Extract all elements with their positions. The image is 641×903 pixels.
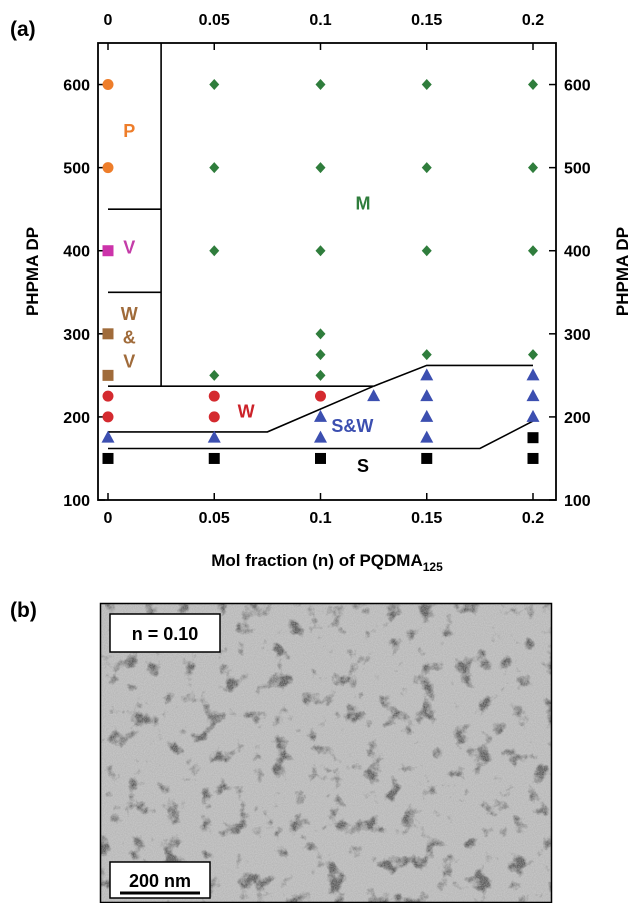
data-point-triangle: [420, 430, 434, 443]
data-point-diamond: [421, 349, 432, 361]
data-point-diamond: [209, 369, 220, 381]
region-label: V: [123, 238, 135, 258]
plot-frame: [97, 42, 557, 501]
data-point-square: [527, 452, 539, 464]
data-point-square: [315, 452, 326, 464]
micrograph-label: n = 0.10: [132, 624, 199, 644]
region-label: P: [123, 121, 135, 141]
y-tick-label-left: 100: [63, 493, 90, 510]
tem-micrograph: n = 0.10 200 nm: [99, 602, 553, 903]
data-point-diamond: [315, 79, 326, 91]
data-point-diamond: [209, 245, 220, 257]
data-point-square: [102, 245, 114, 257]
data-point-circle: [102, 79, 114, 91]
data-point-triangle: [420, 389, 434, 402]
data-point-circle: [208, 411, 220, 423]
data-point-square: [421, 452, 433, 464]
data-point-diamond: [315, 369, 326, 381]
data-point-triangle: [101, 430, 115, 443]
data-point-triangle: [526, 368, 540, 381]
data-point-triangle: [420, 409, 434, 422]
region-label: V: [123, 351, 135, 371]
region-label: M: [356, 194, 371, 214]
data-point-triangle: [314, 409, 327, 422]
data-point-diamond: [528, 349, 538, 361]
data-point-square: [527, 432, 539, 444]
data-point-diamond: [315, 328, 326, 340]
x-axis-title: Mol fraction (n) of PQDMA125: [211, 551, 443, 574]
data-point-diamond: [421, 79, 432, 91]
x-tick-label-bottom: 0.1: [309, 510, 331, 527]
data-point-circle: [102, 390, 114, 402]
region-label: &: [123, 327, 136, 347]
phase-diagram-chart: 0 0 0.05 0.05 0.1 0.1 0.15 0.15 0.2 0.2 100 100 200 2…: [23, 12, 632, 574]
data-point-triangle: [526, 409, 540, 422]
phase-boundary-line: [108, 420, 534, 450]
data-point-diamond: [209, 162, 220, 174]
y-tick-label-right: 400: [564, 244, 591, 261]
data-point-triangle: [420, 368, 434, 381]
region-label: S: [357, 456, 369, 476]
x-tick-label-bottom: 0.15: [411, 510, 442, 527]
x-tick-label-top: 0: [104, 12, 113, 29]
x-tick-label-bottom: 0.05: [199, 510, 230, 527]
data-point-triangle: [526, 389, 540, 402]
phase-boundary-line: [108, 385, 374, 433]
data-point-square: [208, 452, 220, 464]
x-tick-label-top: 0.05: [199, 12, 230, 29]
y-tick-label-left: 600: [63, 78, 90, 95]
y-tick-label-right: 300: [564, 327, 591, 344]
data-point-triangle: [207, 430, 221, 443]
micrograph-label-box: [109, 613, 221, 653]
data-point-diamond: [528, 245, 538, 257]
region-label: W: [238, 401, 255, 421]
x-tick-label-bottom: 0.2: [522, 510, 544, 527]
data-point-triangle: [314, 430, 327, 443]
data-point-diamond: [528, 162, 538, 174]
y-tick-label-left: 400: [63, 244, 90, 261]
y-tick-label-right: 500: [564, 161, 591, 178]
y-tick-label-right: 600: [564, 78, 591, 95]
data-point-diamond: [315, 349, 326, 361]
data-point-diamond: [315, 245, 326, 257]
scale-bar-label: 200 nm: [129, 871, 191, 891]
data-point-diamond: [315, 162, 326, 174]
x-tick-label-top: 0.15: [411, 12, 442, 29]
y-tick-label-right: 100: [564, 493, 591, 510]
x-tick-label-top: 0.2: [522, 12, 544, 29]
x-tick-label-bottom: 0: [104, 510, 113, 527]
data-point-diamond: [421, 162, 432, 174]
data-point-circle: [208, 390, 220, 402]
data-point-circle: [102, 411, 114, 423]
phase-boundary-line: [373, 364, 533, 387]
data-point-circle: [102, 162, 114, 174]
region-label: W: [121, 304, 138, 324]
region-label: S&W: [331, 416, 373, 436]
y-tick-label-left: 300: [63, 327, 90, 344]
panel-b-label: (b): [10, 599, 37, 622]
data-point-triangle: [367, 389, 381, 402]
x-tick-label-top: 0.1: [309, 12, 331, 29]
x-axis-title-subscript: 125: [423, 560, 443, 574]
data-point-diamond: [528, 79, 538, 91]
y-tick-label-right: 200: [564, 410, 591, 427]
data-point-square: [102, 328, 114, 340]
data-point-circle: [315, 390, 326, 402]
data-point-diamond: [209, 79, 220, 91]
y-tick-label-left: 500: [63, 161, 90, 178]
y-axis-title-right: PHPMA DP: [613, 227, 632, 316]
panel-a-label: (a): [10, 18, 36, 41]
y-tick-label-left: 200: [63, 410, 90, 427]
y-axis-title-left: PHPMA DP: [23, 227, 42, 316]
data-point-square: [102, 369, 114, 381]
data-point-square: [102, 452, 114, 464]
data-point-diamond: [421, 245, 432, 257]
micrograph-image: [100, 603, 552, 903]
